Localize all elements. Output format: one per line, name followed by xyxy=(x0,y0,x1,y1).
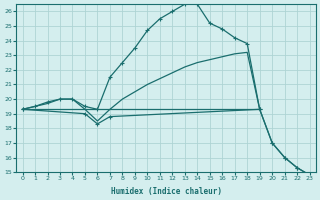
X-axis label: Humidex (Indice chaleur): Humidex (Indice chaleur) xyxy=(111,187,221,196)
